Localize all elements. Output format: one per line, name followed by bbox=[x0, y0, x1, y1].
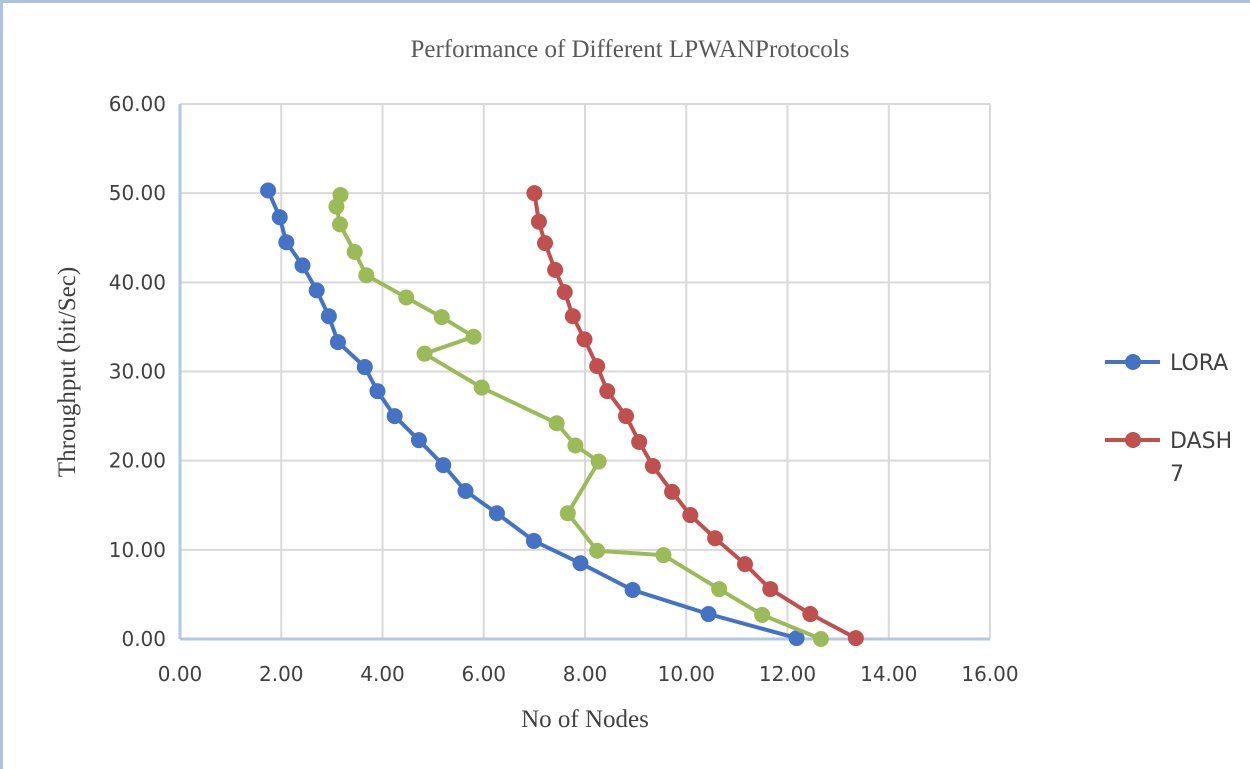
data-point bbox=[589, 542, 606, 559]
y-tick-label: 40.00 bbox=[109, 270, 166, 294]
legend-entry: LORA bbox=[1105, 351, 1228, 376]
data-point bbox=[567, 437, 584, 454]
data-point bbox=[386, 408, 403, 425]
data-point bbox=[707, 530, 724, 547]
data-point bbox=[700, 606, 717, 623]
legend-entry: DASH 7 bbox=[1105, 429, 1232, 487]
data-point bbox=[788, 630, 805, 647]
data-point bbox=[644, 458, 661, 475]
data-point bbox=[465, 328, 482, 345]
data-point bbox=[328, 198, 345, 215]
data-point bbox=[320, 308, 337, 325]
data-point bbox=[435, 457, 452, 474]
data-point bbox=[278, 234, 295, 251]
data-point bbox=[548, 415, 565, 432]
x-tick-label: 4.00 bbox=[360, 662, 405, 686]
data-point bbox=[410, 432, 427, 449]
data-point bbox=[308, 282, 325, 299]
series-line bbox=[334, 194, 822, 641]
y-tick-label: 50.00 bbox=[109, 181, 166, 205]
data-point bbox=[762, 581, 779, 598]
series-line bbox=[532, 192, 857, 640]
x-tick-label: 8.00 bbox=[563, 662, 608, 686]
data-point bbox=[682, 507, 699, 524]
chart-title: Performance of Different LPWANProtocols bbox=[410, 36, 849, 63]
gridlines bbox=[180, 103, 991, 639]
data-point bbox=[736, 556, 753, 573]
data-point bbox=[358, 267, 375, 284]
data-point bbox=[812, 631, 829, 647]
x-tick-label: 16.00 bbox=[961, 662, 1018, 686]
data-point bbox=[624, 581, 641, 598]
data-point bbox=[802, 606, 819, 623]
data-point bbox=[618, 408, 635, 425]
series-dash-7 bbox=[526, 185, 864, 647]
data-point bbox=[525, 532, 542, 549]
data-point bbox=[473, 379, 490, 396]
legend-label: DASH 7 bbox=[1170, 429, 1232, 487]
data-point bbox=[329, 334, 346, 351]
data-point bbox=[589, 358, 606, 375]
series-unnamed-2 bbox=[328, 186, 829, 647]
data-point bbox=[260, 182, 277, 199]
series-group bbox=[260, 182, 864, 647]
data-point bbox=[711, 581, 728, 598]
data-point bbox=[433, 309, 450, 326]
data-point bbox=[847, 630, 864, 647]
data-point bbox=[398, 289, 415, 306]
data-point bbox=[556, 284, 573, 301]
y-tick-label: 0.00 bbox=[121, 627, 166, 651]
data-point bbox=[754, 606, 771, 623]
data-point bbox=[547, 261, 564, 278]
x-tick-label: 10.00 bbox=[658, 662, 715, 686]
y-tick-labels: 0.00 10.00 20.00 30.00 40.00 50.00 60.00 bbox=[109, 92, 166, 651]
x-tick-label: 2.00 bbox=[259, 662, 304, 686]
data-point bbox=[416, 345, 433, 362]
data-point bbox=[530, 213, 547, 230]
x-tick-label: 14.00 bbox=[860, 662, 917, 686]
data-point bbox=[631, 433, 648, 450]
series-line bbox=[266, 189, 798, 641]
y-tick-label: 20.00 bbox=[109, 449, 166, 473]
x-tick-label: 12.00 bbox=[759, 662, 816, 686]
data-point bbox=[599, 383, 616, 400]
y-tick-label: 10.00 bbox=[109, 538, 166, 562]
legend-label: LORA bbox=[1170, 351, 1228, 376]
data-point bbox=[346, 244, 363, 261]
legend: LORA DASH 7 bbox=[1105, 351, 1232, 487]
x-axis-title: No of Nodes bbox=[521, 706, 649, 733]
legend-marker bbox=[1125, 354, 1141, 370]
data-point bbox=[488, 505, 505, 522]
series-lora bbox=[260, 182, 805, 647]
data-point bbox=[294, 257, 311, 274]
data-point bbox=[356, 359, 373, 376]
data-point bbox=[564, 308, 581, 325]
x-tick-labels: 0.00 2.00 4.00 6.00 8.00 10.00 12.00 14.00 16.00 bbox=[158, 662, 1019, 686]
data-point bbox=[331, 216, 348, 233]
x-tick-label: 0.00 bbox=[158, 662, 203, 686]
x-tick-label: 6.00 bbox=[461, 662, 506, 686]
data-point bbox=[369, 383, 386, 400]
data-point bbox=[526, 185, 543, 202]
data-point bbox=[590, 453, 607, 470]
data-point bbox=[664, 483, 681, 500]
y-axis-title: Throughput (bit/Sec) bbox=[54, 267, 81, 477]
data-point bbox=[537, 235, 554, 252]
y-tick-label: 60.00 bbox=[109, 92, 166, 116]
data-point bbox=[271, 209, 288, 226]
y-tick-label: 30.00 bbox=[109, 360, 166, 384]
data-point bbox=[559, 505, 576, 522]
data-point bbox=[572, 555, 589, 572]
legend-marker bbox=[1125, 432, 1141, 448]
data-point bbox=[655, 547, 672, 564]
data-point bbox=[576, 331, 593, 348]
data-point bbox=[457, 482, 474, 499]
